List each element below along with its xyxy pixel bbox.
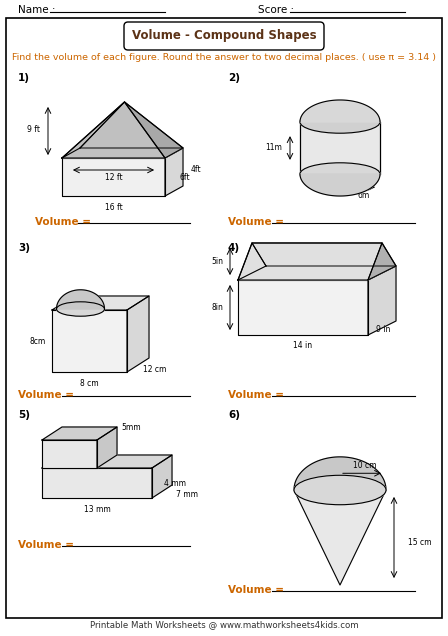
Polygon shape xyxy=(42,427,117,440)
Polygon shape xyxy=(62,148,183,158)
Polygon shape xyxy=(97,427,117,468)
Polygon shape xyxy=(127,296,149,372)
Ellipse shape xyxy=(300,111,380,133)
Ellipse shape xyxy=(56,302,104,316)
Polygon shape xyxy=(62,158,165,196)
Text: 8 cm: 8 cm xyxy=(80,378,99,387)
Polygon shape xyxy=(238,280,368,335)
Polygon shape xyxy=(368,243,396,280)
Text: Volume =: Volume = xyxy=(18,390,74,400)
Polygon shape xyxy=(62,102,125,158)
Text: 10 cm: 10 cm xyxy=(353,460,377,470)
Text: 16 ft: 16 ft xyxy=(105,202,122,212)
Text: Volume =: Volume = xyxy=(35,217,91,227)
Polygon shape xyxy=(42,468,152,498)
Text: 8in: 8in xyxy=(211,303,223,312)
Polygon shape xyxy=(42,440,97,468)
Text: 9 in: 9 in xyxy=(375,326,390,335)
Text: Volume =: Volume = xyxy=(228,217,284,227)
Polygon shape xyxy=(62,102,165,158)
Text: 12 ft: 12 ft xyxy=(105,174,122,183)
Polygon shape xyxy=(300,174,380,196)
Polygon shape xyxy=(80,102,183,148)
Polygon shape xyxy=(294,490,386,585)
Text: 15 cm: 15 cm xyxy=(408,538,431,547)
Text: 5in: 5in xyxy=(211,257,223,266)
FancyBboxPatch shape xyxy=(6,18,442,618)
Text: 5): 5) xyxy=(18,410,30,420)
Polygon shape xyxy=(42,455,172,468)
Polygon shape xyxy=(238,243,266,280)
Text: 1): 1) xyxy=(18,73,30,83)
Polygon shape xyxy=(238,266,396,280)
Text: 6): 6) xyxy=(228,410,240,420)
Text: Score :: Score : xyxy=(258,5,294,15)
Ellipse shape xyxy=(294,475,386,505)
Polygon shape xyxy=(165,148,183,196)
Polygon shape xyxy=(52,296,149,310)
Text: Volume =: Volume = xyxy=(18,540,74,550)
Text: 7 mm: 7 mm xyxy=(176,490,198,499)
Text: Volume - Compound Shapes: Volume - Compound Shapes xyxy=(132,29,316,43)
Text: Volume =: Volume = xyxy=(228,390,284,400)
Text: 14 in: 14 in xyxy=(293,342,313,350)
Polygon shape xyxy=(252,243,396,266)
Text: 8cm: 8cm xyxy=(30,336,46,345)
FancyBboxPatch shape xyxy=(124,22,324,50)
Text: Find the volume of each figure. Round the answer to two decimal places. ( use π : Find the volume of each figure. Round th… xyxy=(12,53,436,62)
Text: 4): 4) xyxy=(228,243,240,253)
Polygon shape xyxy=(125,102,183,158)
Text: Name :: Name : xyxy=(18,5,56,15)
Text: 11m: 11m xyxy=(265,144,282,153)
Text: 6m: 6m xyxy=(358,191,370,200)
Text: 2): 2) xyxy=(228,73,240,83)
Text: 5mm: 5mm xyxy=(121,423,141,432)
Text: 4 mm: 4 mm xyxy=(164,478,186,488)
Text: 12 cm: 12 cm xyxy=(143,366,166,375)
Polygon shape xyxy=(300,122,380,174)
Polygon shape xyxy=(52,310,127,372)
Text: 6ft: 6ft xyxy=(179,172,190,181)
Polygon shape xyxy=(294,457,386,490)
Polygon shape xyxy=(56,290,104,309)
Polygon shape xyxy=(368,266,396,335)
Text: 5 mm: 5 mm xyxy=(64,427,86,436)
Text: Printable Math Worksheets @ www.mathworksheets4kids.com: Printable Math Worksheets @ www.mathwork… xyxy=(90,621,358,630)
Polygon shape xyxy=(300,100,380,122)
Polygon shape xyxy=(152,455,172,498)
Text: 3): 3) xyxy=(18,243,30,253)
Ellipse shape xyxy=(300,163,380,185)
Text: Volume =: Volume = xyxy=(228,585,284,595)
Text: 9 ft: 9 ft xyxy=(27,125,40,134)
Polygon shape xyxy=(238,243,382,280)
Text: 13 mm: 13 mm xyxy=(84,504,110,513)
Text: 4ft: 4ft xyxy=(191,165,202,174)
